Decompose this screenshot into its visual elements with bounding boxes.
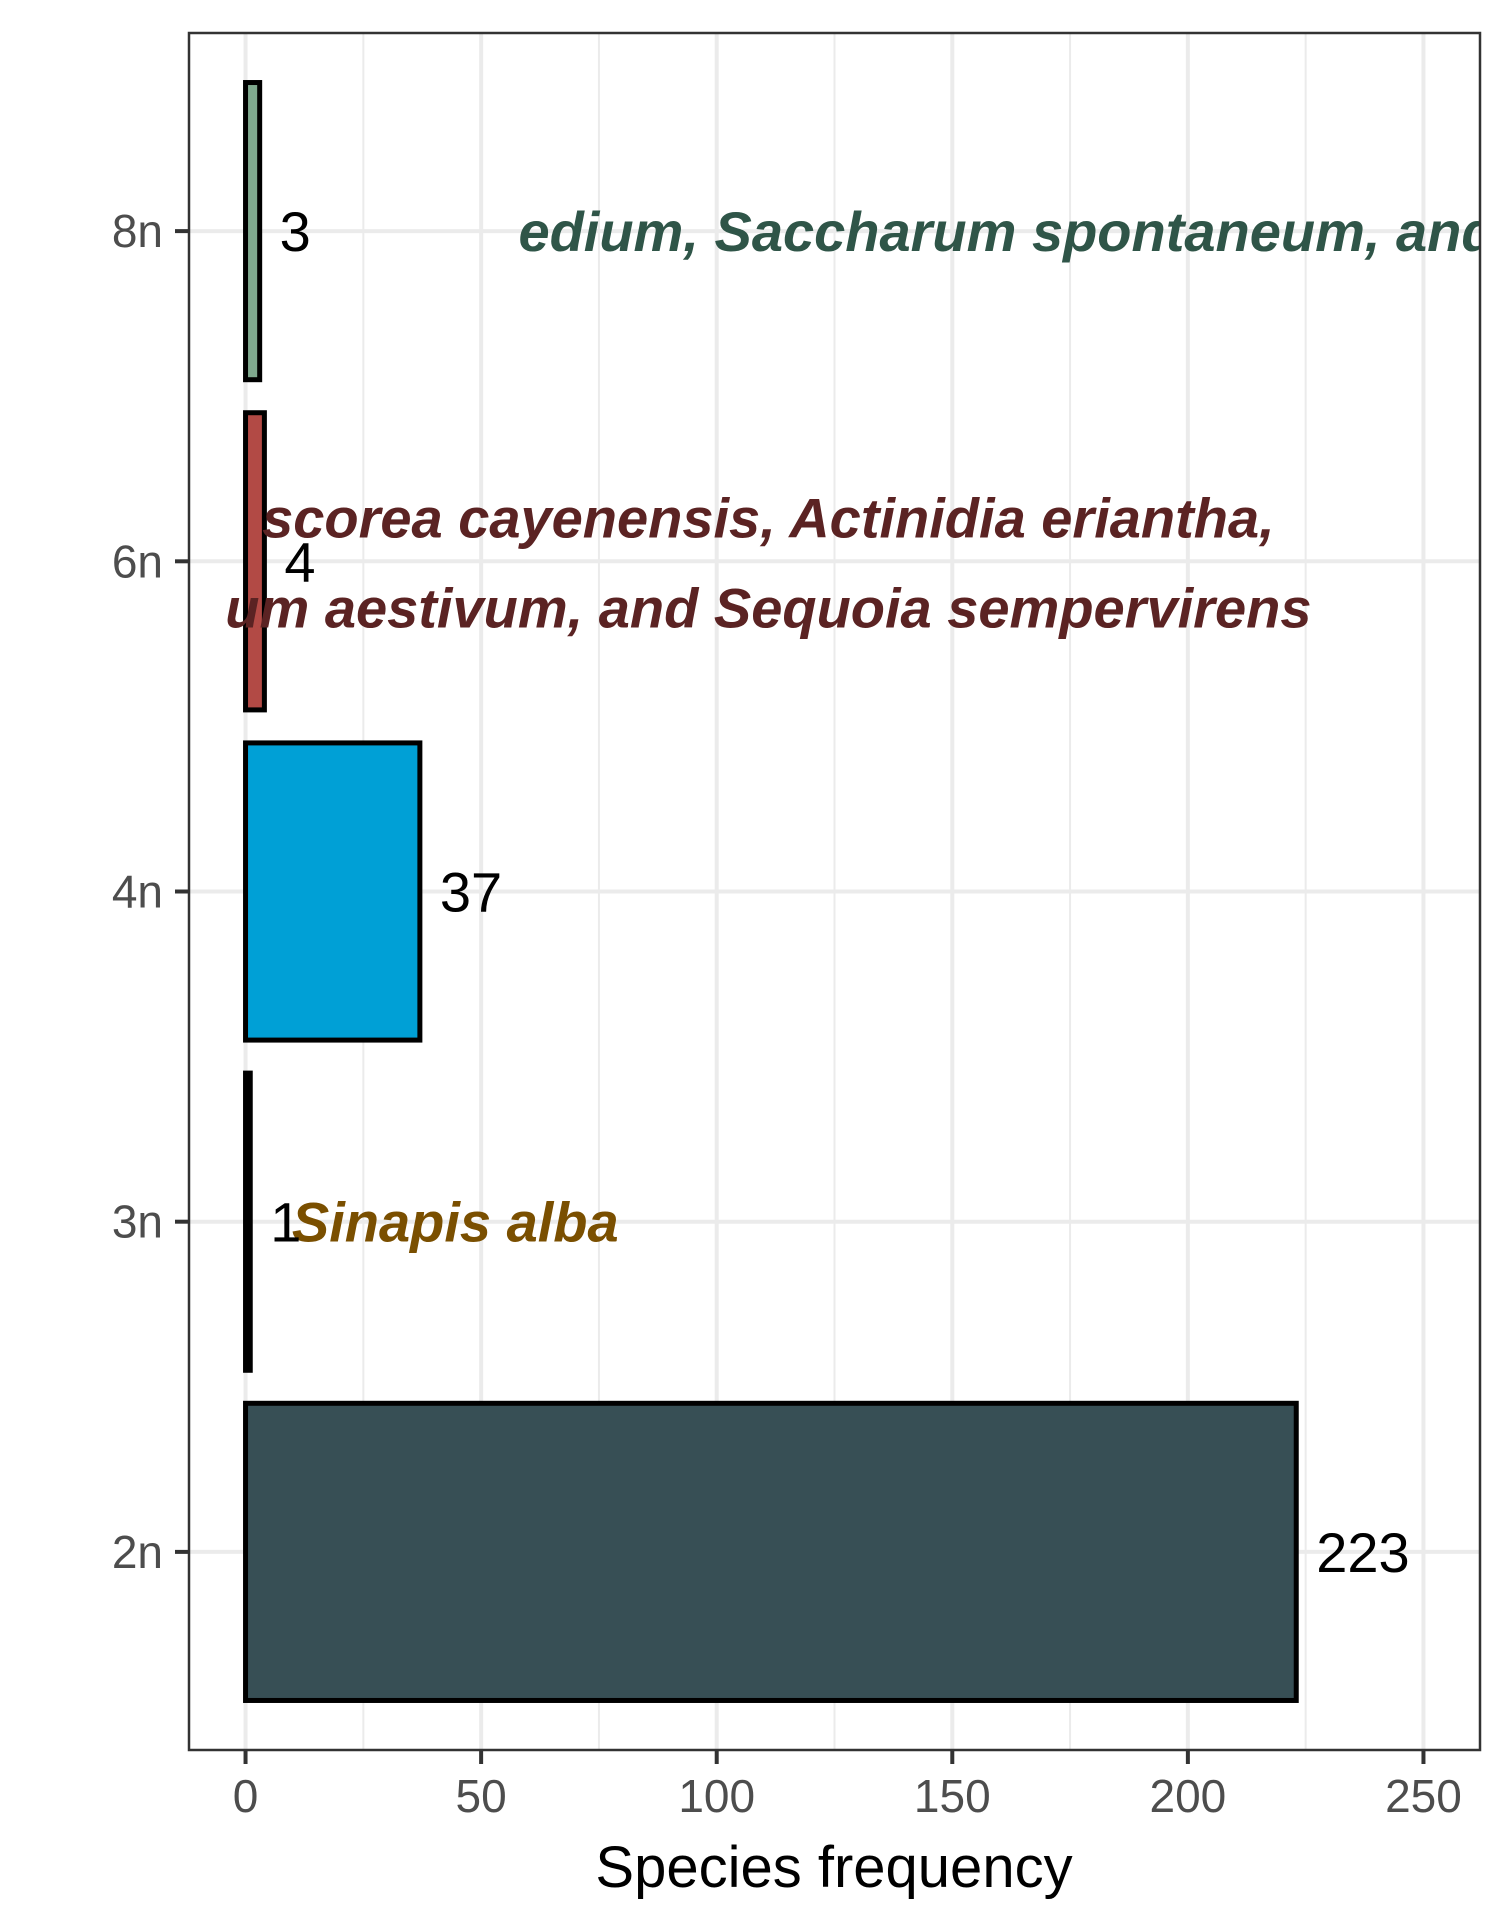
bars <box>243 80 1299 1703</box>
bar-2n <box>243 1400 1299 1703</box>
x-tick-label: 250 <box>1385 1770 1462 1822</box>
bar-3n <box>243 1070 253 1373</box>
data-label-4n: 37 <box>440 861 502 924</box>
y-tick-label: 3n <box>112 1196 163 1248</box>
x-axis-title: Species frequency <box>595 1835 1072 1900</box>
data-label-8n: 3 <box>280 200 311 263</box>
data-labels: 223 1 37 4 3 <box>270 200 1409 1584</box>
y-tick-label: 8n <box>112 205 163 257</box>
y-tick-label: 4n <box>112 866 163 918</box>
data-label-3n: 1 <box>270 1191 301 1254</box>
bar-8n <box>243 80 263 383</box>
species-annotation-6n: um aestivum, and Sequoia sempervirens <box>225 576 1311 639</box>
x-tick-label: 100 <box>678 1770 755 1822</box>
y-axis: 2n 3n 4n 6n 8n <box>112 205 189 1578</box>
x-axis: 0 50 100 150 200 250 <box>233 1750 1462 1822</box>
x-tick-label: 200 <box>1150 1770 1227 1822</box>
x-tick-label: 150 <box>914 1770 991 1822</box>
x-tick-label: 50 <box>456 1770 507 1822</box>
data-label-2n: 223 <box>1316 1521 1409 1584</box>
species-annotation-6n: scorea cayenensis, Actinidia eriantha, <box>262 486 1275 549</box>
bar-6n <box>243 410 267 713</box>
y-tick-label: 2n <box>112 1526 163 1578</box>
y-tick-label: 6n <box>112 535 163 587</box>
species-annotation-8n: edium, Saccharum spontaneum, and Cuscut <box>518 200 1500 263</box>
data-label-6n: 4 <box>284 530 315 593</box>
x-tick-label: 0 <box>233 1770 259 1822</box>
bar-4n <box>243 740 423 1043</box>
species-annotation-3n: Sinapis alba <box>292 1191 619 1254</box>
species-annotations: Sinapis alba scorea cayenensis, Actinidia… <box>225 200 1500 1254</box>
